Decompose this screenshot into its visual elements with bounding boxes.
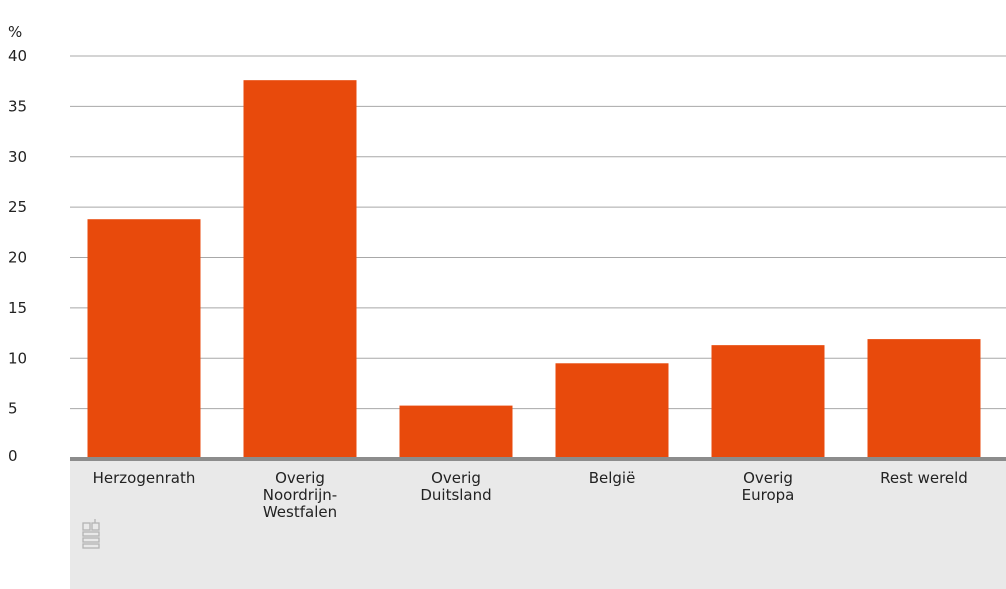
category-label-line: Overig: [275, 469, 325, 487]
y-tick-label: 20: [8, 249, 27, 267]
bar: [711, 345, 825, 459]
category-label: Overig Europa: [742, 469, 795, 504]
y-tick-label: 40: [8, 47, 27, 65]
cbs-logo-icon: [82, 519, 100, 549]
y-tick-label: 5: [8, 400, 18, 418]
y-tick-label: 10: [8, 349, 27, 367]
bars: [87, 80, 981, 460]
category-label: Herzogenrath: [93, 469, 196, 487]
category-label-line: Overig: [743, 469, 793, 487]
y-tick-label: 0: [8, 447, 18, 465]
y-tick-label: 25: [8, 198, 27, 216]
category-label: België: [589, 469, 636, 487]
category-label: Overig Noordrijn-Westfalen: [263, 469, 337, 521]
bar: [555, 363, 669, 459]
y-axis-unit: %: [8, 23, 22, 41]
category-band: [70, 460, 1006, 589]
bar: [399, 405, 513, 459]
category-labels: Herzogenrath Overig Noordrijn-WestfalenOve…: [93, 469, 968, 521]
category-label: Rest wereld: [880, 469, 968, 487]
category-label-line: Duitsland: [420, 486, 491, 504]
y-tick-label: 35: [8, 97, 27, 115]
category-label: Overig Duitsland: [420, 469, 491, 504]
y-tick-label: 30: [8, 148, 27, 166]
category-label-line: Noordrijn-: [263, 486, 337, 504]
bar: [867, 339, 981, 459]
category-label-line: Herzogenrath: [93, 469, 196, 487]
category-label-line: Rest wereld: [880, 469, 968, 487]
category-label-line: Westfalen: [263, 503, 337, 521]
y-axis-ticks: 0 5 10 15 20 25 30 35 40: [8, 47, 27, 465]
category-label-line: Overig: [431, 469, 481, 487]
bar: [243, 80, 357, 460]
bar: [87, 219, 201, 459]
category-label-line: België: [589, 469, 636, 487]
category-label-line: Europa: [742, 486, 795, 504]
gridlines: [70, 55, 1006, 410]
y-tick-label: 15: [8, 299, 27, 317]
